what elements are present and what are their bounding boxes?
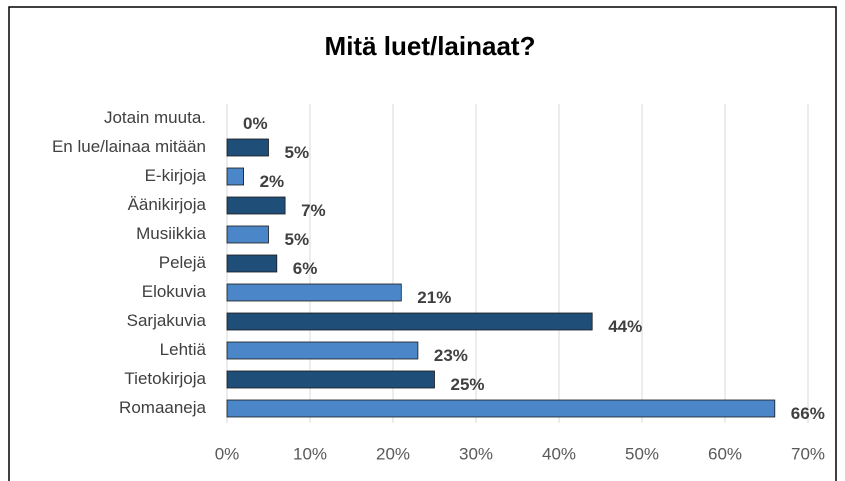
bar bbox=[226, 341, 419, 360]
x-tick-label: 20% bbox=[376, 444, 410, 463]
bar bbox=[226, 399, 776, 418]
data-label: 23% bbox=[434, 346, 468, 365]
data-label: 7% bbox=[301, 201, 326, 220]
bar bbox=[226, 225, 269, 244]
bar bbox=[226, 138, 269, 157]
y-tick-label: Äänikirjoja bbox=[128, 195, 207, 214]
y-tick-label: Sarjakuvia bbox=[127, 311, 207, 330]
x-tick-label: 0% bbox=[215, 444, 240, 463]
data-label: 5% bbox=[285, 230, 310, 249]
y-tick-label: Pelejä bbox=[159, 253, 207, 272]
data-label: 5% bbox=[285, 143, 310, 162]
y-tick-label: E-kirjoja bbox=[145, 166, 207, 185]
data-label: 44% bbox=[608, 317, 642, 336]
bar bbox=[226, 254, 278, 273]
chart-title: Mitä luet/lainaat? bbox=[325, 31, 536, 61]
y-tick-label: Romaaneja bbox=[119, 398, 206, 417]
x-tick-label: 10% bbox=[293, 444, 327, 463]
y-tick-label: Musiikkia bbox=[136, 224, 206, 243]
x-tick-label: 30% bbox=[459, 444, 493, 463]
y-tick-label: Lehtiä bbox=[160, 340, 207, 359]
y-tick-label: Elokuvia bbox=[142, 282, 207, 301]
bar bbox=[226, 312, 593, 331]
y-tick-label: Jotain muuta. bbox=[104, 108, 206, 127]
data-label: 6% bbox=[293, 259, 318, 278]
bar bbox=[226, 370, 435, 389]
y-tick-label: Tietokirjoja bbox=[124, 369, 206, 388]
bar bbox=[226, 196, 286, 215]
data-label: 66% bbox=[791, 404, 825, 423]
bar bbox=[226, 283, 402, 302]
data-label: 25% bbox=[451, 375, 485, 394]
bar bbox=[226, 167, 245, 186]
x-tick-label: 50% bbox=[625, 444, 659, 463]
x-tick-label: 70% bbox=[791, 444, 825, 463]
data-label: 21% bbox=[417, 288, 451, 307]
data-label: 0% bbox=[243, 114, 268, 133]
y-tick-label: En lue/lainaa mitään bbox=[52, 137, 206, 156]
x-tick-label: 40% bbox=[542, 444, 576, 463]
data-label: 2% bbox=[260, 172, 285, 191]
x-tick-label: 60% bbox=[708, 444, 742, 463]
